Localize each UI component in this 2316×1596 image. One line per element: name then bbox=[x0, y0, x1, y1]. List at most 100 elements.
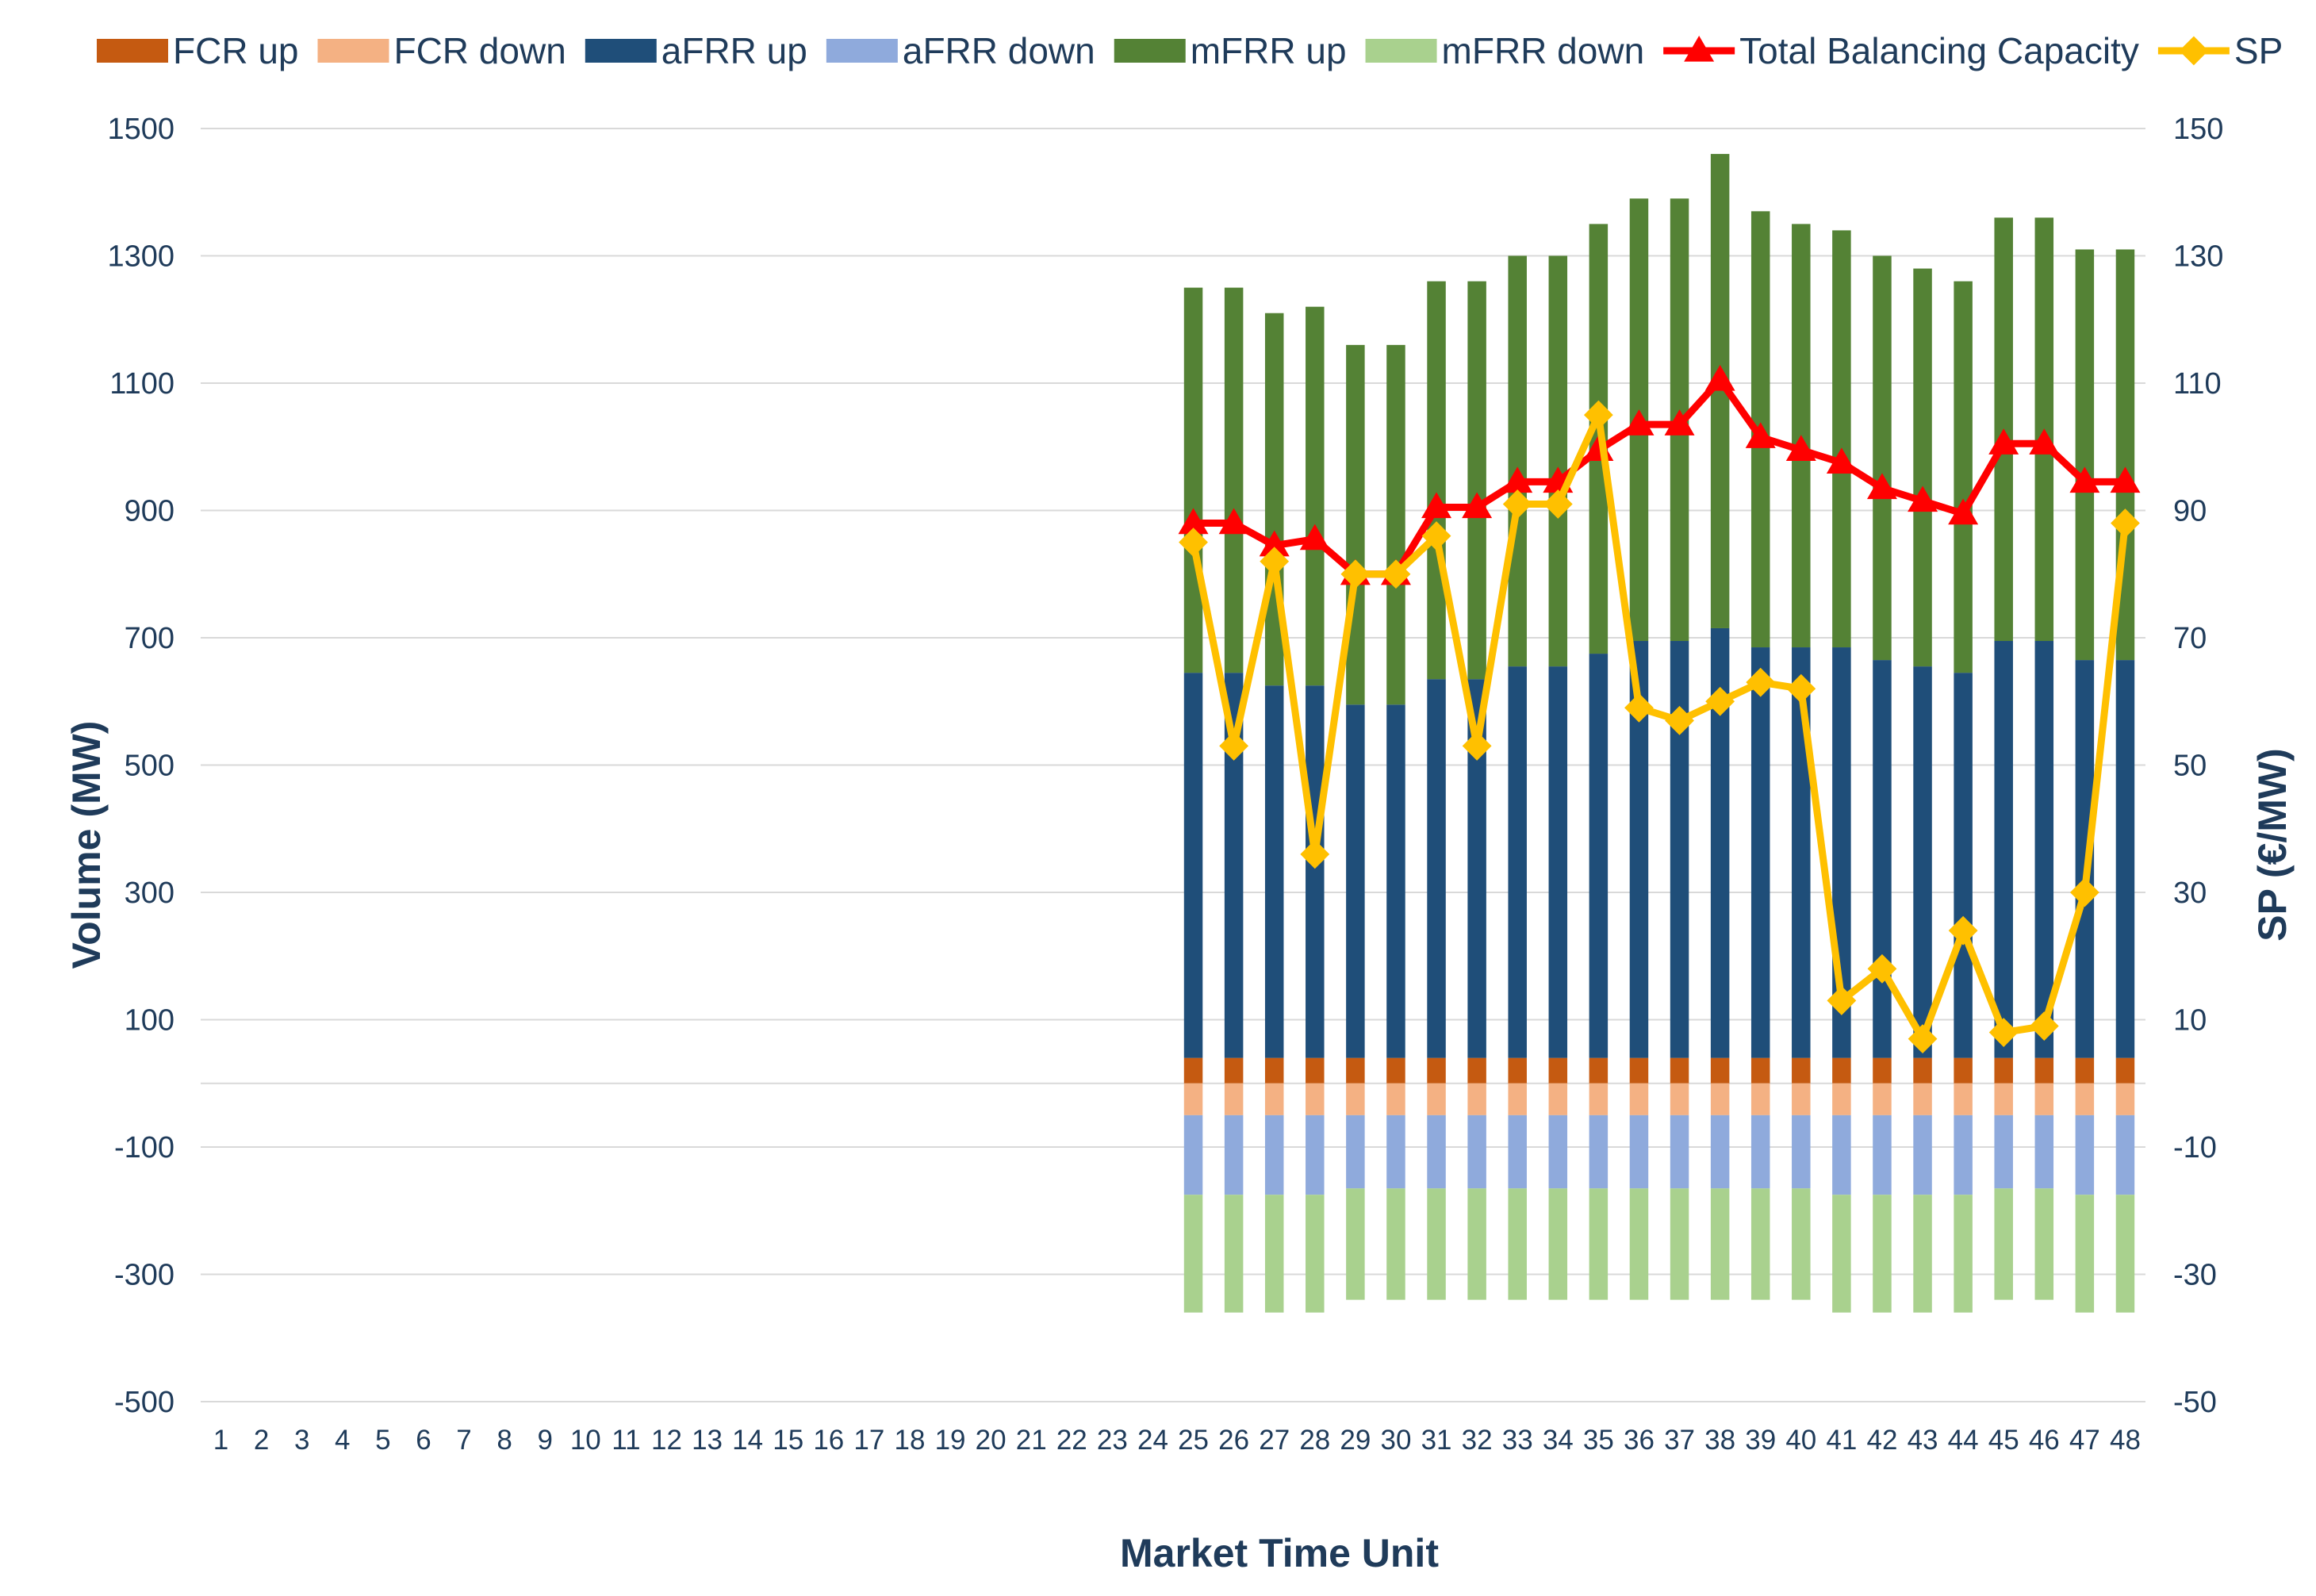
bar-mfrr-down bbox=[1873, 1195, 1892, 1313]
bar-afrr-down bbox=[1224, 1115, 1244, 1195]
bar-afrr-down bbox=[1994, 1115, 2013, 1189]
y-tick-label: 900 bbox=[125, 495, 174, 528]
bar-fcr-up bbox=[1832, 1057, 1851, 1084]
marker-total-balancing-capacity bbox=[1178, 508, 1209, 535]
bar-afrr-up bbox=[1589, 654, 1609, 1058]
bar-afrr-down bbox=[1467, 1115, 1486, 1189]
bar-fcr-down bbox=[2034, 1083, 2054, 1115]
bar-mfrr-down bbox=[1913, 1195, 1932, 1313]
x-tick-label: 4 bbox=[335, 1425, 350, 1456]
bar-mfrr-up bbox=[2075, 249, 2095, 661]
x-tick-label: 2 bbox=[254, 1425, 269, 1456]
bar-afrr-up bbox=[1386, 704, 1405, 1058]
bar-afrr-up bbox=[2034, 641, 2054, 1058]
bar-fcr-up bbox=[1954, 1057, 1973, 1084]
bar-fcr-up bbox=[1548, 1057, 1568, 1084]
x-tick-label: 25 bbox=[1178, 1425, 1209, 1456]
bar-afrr-up bbox=[1224, 673, 1244, 1058]
bar-mfrr-up bbox=[1306, 306, 1325, 686]
gridlines bbox=[201, 128, 2145, 1402]
x-tick-label: 15 bbox=[773, 1425, 803, 1456]
bar-afrr-down bbox=[1548, 1115, 1568, 1189]
marker-sp bbox=[1421, 521, 1451, 551]
x-tick-label: 32 bbox=[1462, 1425, 1493, 1456]
marker-total-balancing-capacity bbox=[1745, 422, 1776, 448]
legend-swatch-marker bbox=[1684, 36, 1715, 62]
bar-afrr-up bbox=[1994, 641, 2013, 1058]
y-tick-label: 1500 bbox=[107, 113, 174, 146]
bar-afrr-up bbox=[1427, 679, 1446, 1058]
x-tick-label: 7 bbox=[456, 1425, 471, 1456]
bar-mfrr-down bbox=[1508, 1188, 1527, 1300]
marker-total-balancing-capacity bbox=[1704, 364, 1735, 391]
marker-total-balancing-capacity bbox=[1785, 435, 1816, 461]
bar-afrr-up bbox=[1670, 641, 1689, 1058]
y-tick-label: -500 bbox=[114, 1386, 174, 1419]
bar-fcr-down bbox=[1548, 1083, 1568, 1115]
x-tick-label: 24 bbox=[1137, 1425, 1168, 1456]
x-tick-label: 35 bbox=[1583, 1425, 1614, 1456]
bar-afrr-up bbox=[1346, 704, 1365, 1058]
bar-afrr-down bbox=[1792, 1115, 1811, 1189]
bar-afrr-down bbox=[1750, 1115, 1770, 1189]
x-tick-label: 12 bbox=[651, 1425, 682, 1456]
marker-sp bbox=[1665, 705, 1694, 735]
bar-afrr-down bbox=[1183, 1115, 1203, 1195]
x-tick-label: 31 bbox=[1421, 1425, 1452, 1456]
x-tick-label: 10 bbox=[570, 1425, 601, 1456]
bar-fcr-up bbox=[1670, 1057, 1689, 1084]
bar-fcr-up bbox=[2115, 1057, 2135, 1084]
y-tick-label: 1100 bbox=[109, 367, 174, 401]
x-tick-label: 1 bbox=[213, 1425, 228, 1456]
marker-sp bbox=[1786, 673, 1816, 704]
marker-sp bbox=[1340, 559, 1371, 589]
bar-afrr-down bbox=[2115, 1115, 2135, 1195]
bar-mfrr-up bbox=[1183, 287, 1203, 673]
bar-mfrr-down bbox=[1954, 1195, 1973, 1313]
marker-sp bbox=[2029, 1011, 2059, 1041]
bar-mfrr-up bbox=[1710, 154, 1730, 628]
bar-afrr-up bbox=[1629, 641, 1649, 1058]
bar-fcr-down bbox=[1750, 1083, 1770, 1115]
bar-afrr-up bbox=[2075, 660, 2095, 1058]
legend-item-total-balancing-capacity: Total Balancing Capacity bbox=[1663, 30, 2139, 71]
bar-fcr-down bbox=[1224, 1083, 1244, 1115]
bar-fcr-down bbox=[1670, 1083, 1689, 1115]
marker-total-balancing-capacity bbox=[1866, 473, 1897, 500]
x-tick-label: 34 bbox=[1543, 1425, 1574, 1456]
legend-label: mFRR down bbox=[1442, 30, 1645, 71]
x-tick-label: 40 bbox=[1785, 1425, 1816, 1456]
legend-label: SP bbox=[2234, 30, 2283, 71]
x-tick-label: 5 bbox=[375, 1425, 390, 1456]
bar-afrr-down bbox=[1954, 1115, 1973, 1195]
y2-tick-label: 30 bbox=[2173, 877, 2207, 910]
bar-mfrr-down bbox=[2034, 1188, 2054, 1300]
y2-tick-label: -10 bbox=[2173, 1131, 2217, 1164]
bar-mfrr-up bbox=[1346, 344, 1365, 705]
y2-tick-label: 110 bbox=[2173, 367, 2222, 401]
legend-swatch-marker bbox=[2179, 36, 2209, 66]
bar-mfrr-down bbox=[1832, 1195, 1851, 1313]
legend-label: FCR up bbox=[173, 30, 298, 71]
bar-fcr-down bbox=[1508, 1083, 1527, 1115]
bar-fcr-up bbox=[1346, 1057, 1365, 1084]
marker-total-balancing-capacity bbox=[1948, 498, 1979, 525]
legend-swatch bbox=[1114, 39, 1186, 63]
bar-afrr-down bbox=[1670, 1115, 1689, 1189]
bar-mfrr-down bbox=[1589, 1188, 1609, 1300]
legend-swatch bbox=[585, 39, 657, 63]
x-tick-label: 39 bbox=[1745, 1425, 1776, 1456]
bar-mfrr-up bbox=[1508, 255, 1527, 667]
bar-afrr-down bbox=[1306, 1115, 1325, 1195]
y-tick-label: 300 bbox=[125, 877, 174, 910]
x-tick-label: 22 bbox=[1056, 1425, 1087, 1456]
legend-item-afrr-up: aFRR up bbox=[585, 30, 807, 71]
legend-label: FCR down bbox=[393, 30, 566, 71]
x-tick-label: 17 bbox=[853, 1425, 884, 1456]
x-tick-label: 18 bbox=[894, 1425, 925, 1456]
bar-mfrr-down bbox=[1710, 1188, 1730, 1300]
bar-fcr-down bbox=[1346, 1083, 1365, 1115]
bar-fcr-down bbox=[1589, 1083, 1609, 1115]
